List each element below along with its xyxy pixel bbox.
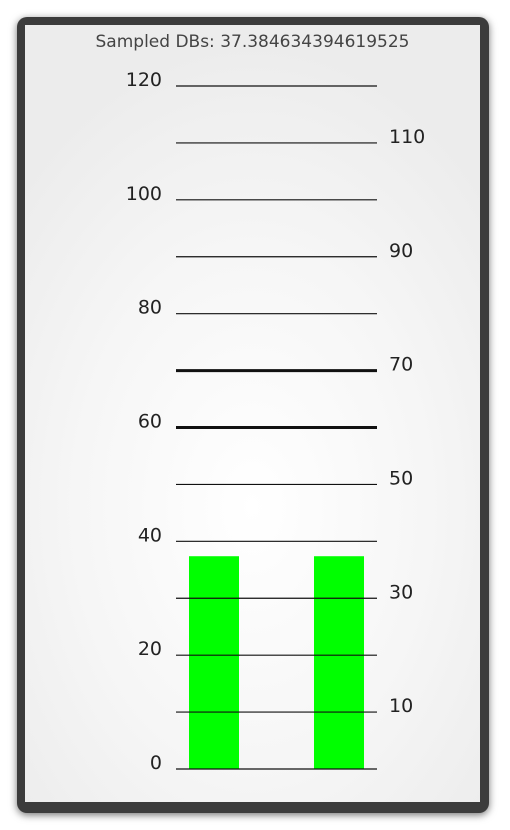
tick-label-100: 100 [126, 183, 162, 205]
tick-label-80: 80 [138, 297, 162, 319]
tick-label-120: 120 [126, 69, 162, 91]
tick-label-0: 0 [150, 752, 162, 774]
tick-label-60: 60 [138, 411, 162, 433]
app-screen: Sampled DBs: 37.384634394619525 0 10 20 30 4… [25, 25, 480, 802]
tick-label-70: 70 [389, 354, 413, 376]
decibel-meter: 0 10 20 30 40 50 60 70 80 90 100 110 120 [126, 69, 426, 774]
level-bar-left [189, 556, 239, 769]
tick-label-90: 90 [389, 240, 413, 262]
tick-label-40: 40 [138, 524, 162, 546]
tick-label-30: 30 [389, 581, 413, 603]
tick-label-20: 20 [138, 638, 162, 660]
tick-label-50: 50 [389, 467, 413, 489]
sampled-db-readout: Sampled DBs: 37.384634394619525 [95, 32, 410, 52]
level-bar-right [314, 556, 364, 769]
tick-label-110: 110 [389, 126, 425, 148]
tick-label-10: 10 [389, 695, 413, 717]
